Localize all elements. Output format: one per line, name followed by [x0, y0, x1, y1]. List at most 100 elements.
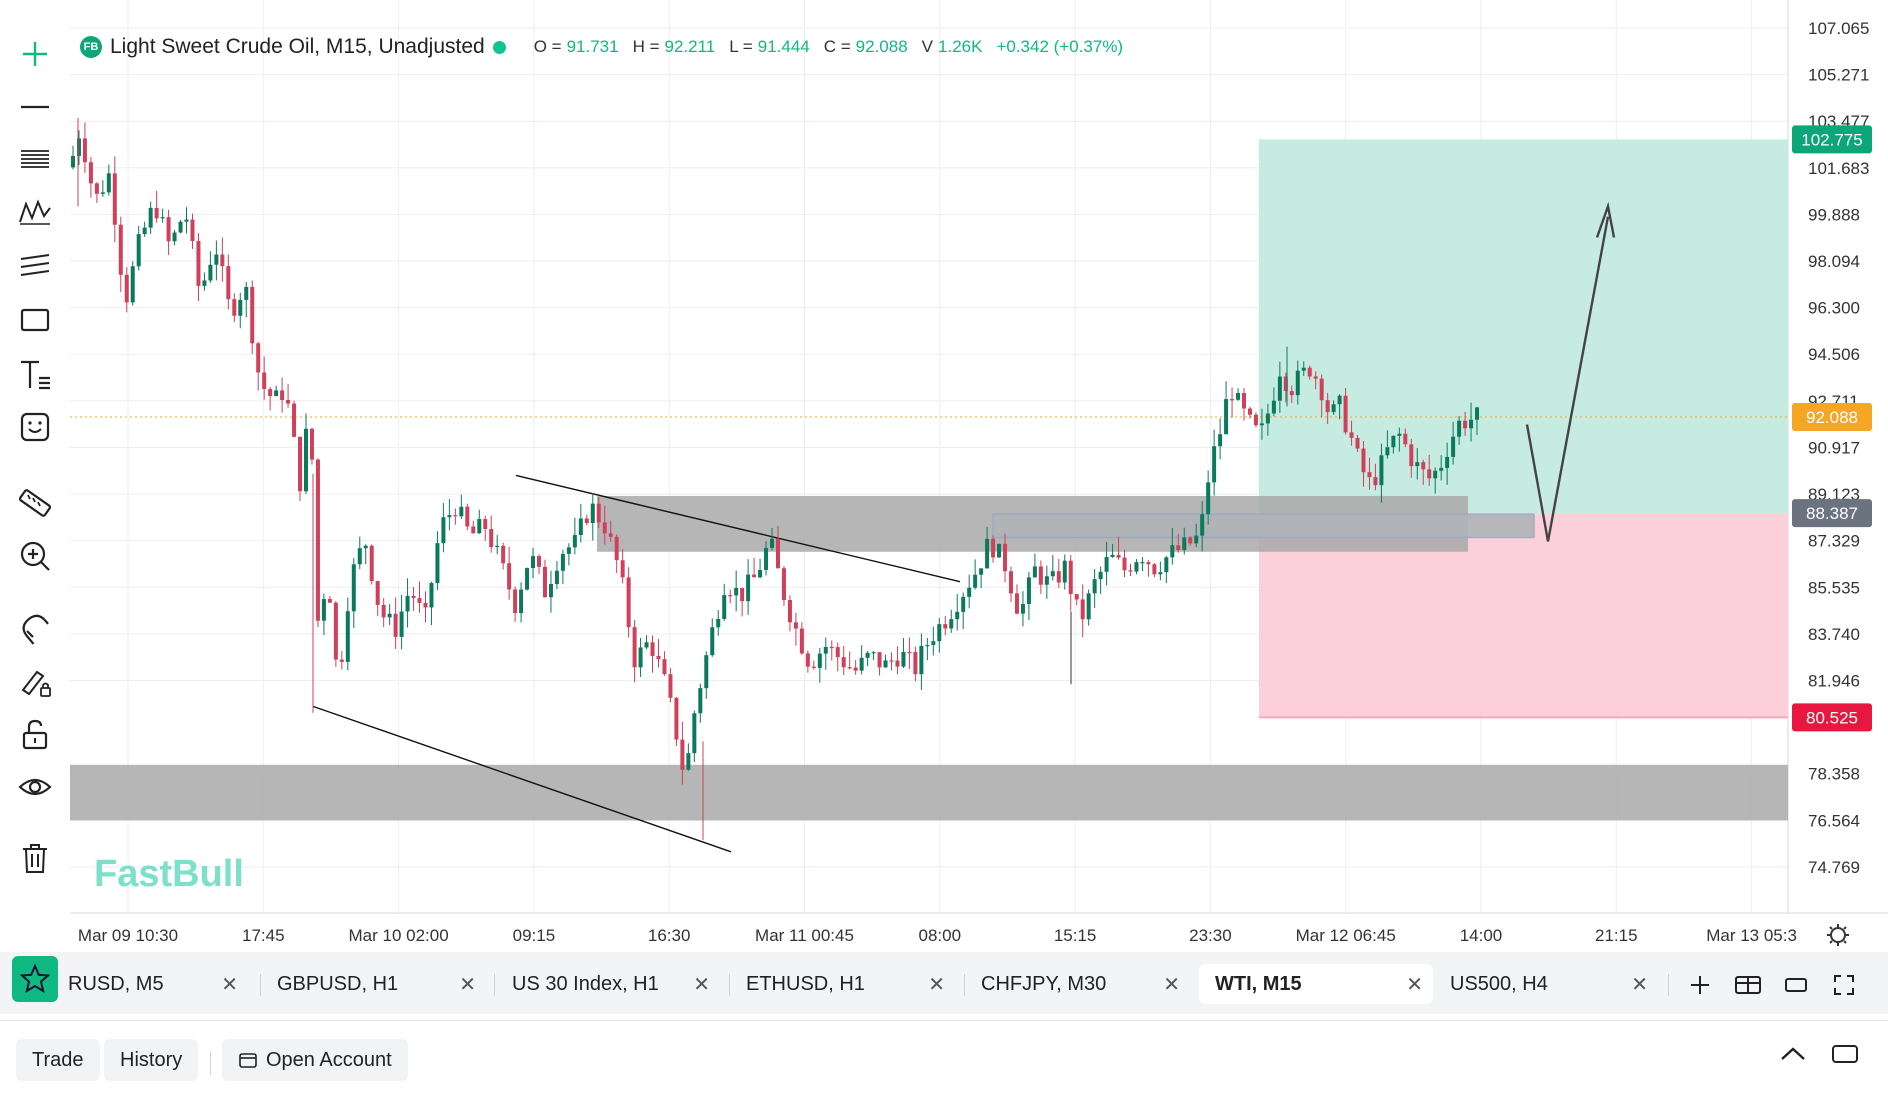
trash-icon[interactable] — [14, 837, 56, 879]
time-tick-label: 08:00 — [919, 926, 962, 945]
history-button[interactable]: History — [104, 1039, 199, 1081]
take-profit-zone[interactable] — [1259, 139, 1788, 514]
candle-body — [303, 428, 308, 492]
high-value: 92.211 — [664, 37, 716, 56]
candle-body — [823, 646, 828, 654]
projection-path[interactable] — [1525, 216, 1610, 542]
symbol-title[interactable]: Light Sweet Crude Oil, M15, Unadjusted — [110, 35, 485, 58]
candle-body — [1188, 537, 1193, 544]
rectangle-icon[interactable] — [14, 299, 56, 341]
candle-body — [566, 547, 571, 554]
trend-line-upper[interactable] — [515, 474, 961, 583]
settings-gear-icon[interactable] — [1827, 924, 1849, 946]
candle-body — [76, 138, 81, 156]
magnet-icon[interactable] — [14, 606, 56, 648]
window-button[interactable] — [1781, 970, 1811, 1000]
add-tab-button[interactable] — [1685, 970, 1715, 1000]
tab-divider — [964, 974, 965, 996]
candle-body — [1224, 399, 1229, 435]
price-tick-label: 74.769 — [1808, 858, 1860, 877]
price-chart[interactable]: 107.065 105.271 103.477 101.683 99.888 98.094… — [70, 0, 1888, 950]
brush-lock-icon[interactable] — [14, 661, 56, 703]
candle-body — [465, 506, 470, 527]
price-tick-label: 99.888 — [1808, 205, 1860, 224]
tab-divider — [729, 974, 730, 996]
close-icon[interactable]: ✕ — [693, 973, 710, 996]
tab-ethusd-h1[interactable]: ETHUSD, H1 ✕ — [735, 964, 955, 1004]
tab-rusd-m5[interactable]: RUSD, M5 ✕ — [68, 964, 248, 1004]
time-tick-label: 16:30 — [648, 926, 691, 945]
close-icon[interactable]: ✕ — [1631, 973, 1648, 996]
fib-lines-icon[interactable] — [14, 138, 56, 180]
unlock-icon[interactable] — [14, 713, 56, 755]
candle-body — [554, 570, 559, 585]
candle-body — [859, 657, 864, 671]
candle-body — [608, 533, 613, 537]
close-icon[interactable]: ✕ — [1406, 973, 1423, 996]
candle-body — [1008, 571, 1013, 594]
tab-label: WTI, M15 — [1215, 972, 1302, 995]
text-icon[interactable] — [14, 353, 56, 395]
candle-body — [1337, 395, 1342, 405]
volume-value: 1.26K — [938, 37, 983, 56]
ruler-icon[interactable] — [14, 482, 56, 524]
candle-body — [746, 574, 751, 602]
tab-label: RUSD, M5 — [68, 972, 164, 995]
candle-body — [489, 528, 494, 548]
close-icon[interactable]: ✕ — [1163, 973, 1180, 996]
price-badge-label: 80.525 — [1806, 708, 1858, 727]
candle-body — [124, 274, 129, 303]
close-icon[interactable]: ✕ — [928, 973, 945, 996]
candle-body — [327, 599, 332, 603]
tab-us30-h1[interactable]: US 30 Index, H1 ✕ — [500, 964, 720, 1004]
time-tick-label: Mar 12 06:45 — [1296, 926, 1396, 945]
demand-zone-box[interactable] — [70, 764, 1788, 821]
candle-body — [871, 652, 876, 654]
candle-body — [1044, 576, 1049, 585]
tab-wti-m15[interactable]: WTI, M15 ✕ — [1199, 964, 1433, 1004]
high-label: H = — [632, 37, 660, 56]
candle-body — [94, 183, 99, 194]
horizontal-line-icon[interactable] — [14, 86, 56, 128]
close-icon[interactable]: ✕ — [221, 973, 238, 996]
panel-window-button[interactable] — [1830, 1039, 1860, 1069]
symbol-badge: FB — [80, 36, 102, 58]
candle-body — [1265, 413, 1270, 424]
tab-chfjpy-m30[interactable]: CHFJPY, M30 ✕ — [970, 964, 1190, 1004]
candle-body — [537, 556, 542, 567]
fullscreen-button[interactable] — [1829, 970, 1859, 1000]
candle-body — [525, 568, 530, 590]
trend-line-lower[interactable] — [312, 705, 732, 853]
close-icon[interactable]: ✕ — [459, 973, 476, 996]
crosshair-icon[interactable] — [14, 33, 56, 75]
tab-label: US 30 Index, H1 — [512, 972, 659, 995]
tab-us500-h4[interactable]: US500, H4 ✕ — [1438, 964, 1658, 1004]
window-icon — [1832, 1045, 1858, 1063]
favorites-star-button[interactable] — [12, 956, 58, 1002]
trade-button[interactable]: Trade — [16, 1039, 100, 1081]
time-tick-label: Mar 10 02:00 — [349, 926, 449, 945]
zoom-in-icon[interactable] — [14, 535, 56, 577]
chart-canvas[interactable]: 107.065105.271103.477101.68399.88898.094… — [70, 0, 1888, 950]
candle-body — [1253, 414, 1258, 426]
collapse-panel-button[interactable] — [1778, 1039, 1808, 1069]
candle-body — [1445, 456, 1450, 468]
candle-body — [1182, 537, 1187, 551]
layout-button[interactable] — [1733, 970, 1763, 1000]
candle-body — [477, 519, 482, 534]
open-account-button[interactable]: Open Account — [222, 1039, 408, 1081]
candle-body — [1242, 393, 1247, 409]
candle-body — [112, 173, 117, 225]
candle-body — [937, 624, 942, 642]
candle-body — [238, 299, 243, 316]
drawing-toolbar — [0, 0, 70, 950]
price-tick-label: 85.535 — [1808, 578, 1860, 597]
candle-body — [1206, 482, 1211, 515]
tab-gbpusd-h1[interactable]: GBPUSD, H1 ✕ — [266, 964, 486, 1004]
parallel-channel-icon[interactable] — [14, 244, 56, 286]
emoji-icon[interactable] — [14, 406, 56, 448]
candle-body — [118, 224, 123, 275]
retest-zone-box[interactable] — [992, 513, 1535, 539]
pattern-icon[interactable] — [14, 191, 56, 233]
eye-icon[interactable] — [14, 766, 56, 808]
